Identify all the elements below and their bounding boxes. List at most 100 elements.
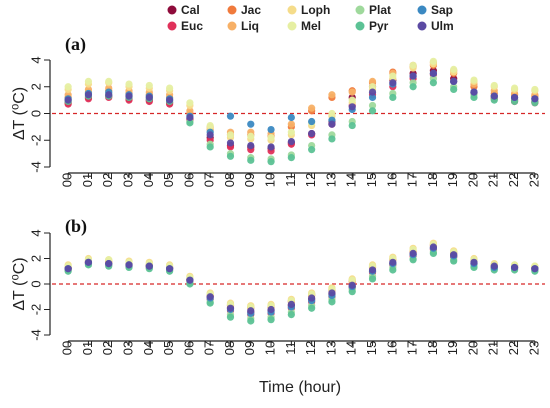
- legend-label-plat: Plat: [369, 3, 391, 17]
- y-axis-label: ΔT (⁰C): [11, 257, 28, 310]
- x-tick-label: 16: [384, 341, 399, 355]
- data-point: [531, 85, 539, 94]
- series-cal: [64, 244, 539, 316]
- data-point: [247, 307, 255, 315]
- legend-marker-jac: [227, 5, 237, 15]
- data-point: [64, 96, 72, 104]
- x-tick-label: 05: [161, 173, 176, 187]
- data-point: [328, 289, 336, 297]
- data-point: [348, 281, 356, 289]
- x-tick-label: 16: [384, 173, 399, 187]
- y-axis-label: ΔT (⁰C): [11, 87, 28, 140]
- legend: Cal Euc Jac Liq Loph Mel Plat Pyr Sap Ulm: [167, 3, 454, 33]
- x-tick-label: 03: [120, 341, 135, 355]
- data-point: [348, 88, 356, 96]
- legend-item-liq: Liq: [227, 19, 259, 33]
- data-point: [186, 276, 194, 284]
- series-cal: [64, 67, 539, 152]
- x-tick-label: 13: [323, 341, 338, 355]
- data-point: [470, 93, 478, 102]
- legend-label-loph: Loph: [301, 3, 330, 17]
- data-point: [308, 104, 316, 112]
- x-tick-label: 13: [323, 173, 338, 187]
- series-plat: [64, 248, 539, 323]
- x-tick-label: 04: [141, 341, 156, 355]
- legend-marker-euc: [167, 21, 177, 31]
- data-point: [287, 300, 295, 308]
- data-point: [186, 119, 194, 127]
- data-point: [247, 132, 255, 140]
- data-point: [226, 152, 235, 160]
- x-tick-label: 08: [222, 173, 237, 187]
- x-tick-label: 22: [506, 341, 521, 355]
- x-tick-label: 21: [486, 173, 501, 187]
- series-liq: [64, 59, 539, 138]
- x-tick-label: 14: [344, 341, 359, 355]
- x-tick-label: 02: [100, 341, 115, 355]
- data-point: [450, 65, 458, 73]
- y-tick-label: -4: [28, 161, 43, 173]
- data-point: [145, 262, 153, 270]
- data-point: [186, 113, 194, 122]
- x-tick-label: 22: [506, 173, 521, 187]
- legend-label-cal: Cal: [181, 3, 200, 17]
- legend-label-euc: Euc: [181, 19, 203, 33]
- data-point: [328, 91, 336, 99]
- data-point: [389, 93, 397, 102]
- series-mel: [64, 240, 539, 311]
- y-tick-label: 0: [28, 110, 43, 117]
- data-point: [287, 128, 295, 136]
- data-point: [206, 131, 214, 139]
- panel-label: (b): [65, 216, 87, 237]
- legend-marker-ulm: [417, 21, 427, 31]
- series-pyr: [64, 249, 539, 325]
- series-ulm: [64, 243, 539, 315]
- data-point: [409, 83, 417, 91]
- data-point: [429, 79, 437, 87]
- data-point: [166, 265, 174, 273]
- data-point: [145, 81, 153, 90]
- data-point: [429, 69, 437, 77]
- data-point: [267, 143, 275, 151]
- data-point: [308, 117, 316, 126]
- data-point: [328, 298, 336, 306]
- data-point: [348, 288, 356, 296]
- data-point: [125, 80, 133, 88]
- x-tick-label: 15: [364, 173, 379, 187]
- x-tick-label: 23: [526, 173, 541, 187]
- legend-marker-cal: [167, 5, 177, 15]
- data-point: [429, 243, 437, 251]
- data-point: [166, 96, 174, 104]
- data-point: [105, 77, 113, 85]
- data-point: [125, 261, 133, 269]
- data-point: [510, 84, 519, 92]
- data-point: [226, 313, 235, 321]
- data-point: [287, 311, 295, 319]
- x-tick-label: 09: [242, 341, 257, 355]
- data-point: [226, 131, 235, 139]
- legend-marker-sap: [417, 5, 427, 15]
- data-point: [226, 112, 235, 120]
- x-tick-label: 10: [263, 341, 278, 355]
- data-point: [490, 92, 498, 100]
- x-tick-label: 14: [344, 173, 359, 187]
- data-point: [510, 263, 519, 272]
- series-pyr: [64, 79, 539, 166]
- x-tick-label: 18: [425, 173, 440, 187]
- series-euc: [64, 245, 539, 319]
- data-point: [64, 265, 72, 273]
- data-point: [287, 154, 295, 162]
- data-point: [348, 96, 356, 104]
- data-point: [308, 304, 316, 312]
- data-point: [206, 121, 214, 130]
- data-point: [429, 249, 437, 257]
- data-point: [490, 81, 498, 90]
- data-point: [328, 120, 336, 128]
- data-point: [409, 256, 417, 264]
- legend-marker-pyr: [355, 21, 365, 31]
- x-tick-label: 01: [80, 173, 95, 187]
